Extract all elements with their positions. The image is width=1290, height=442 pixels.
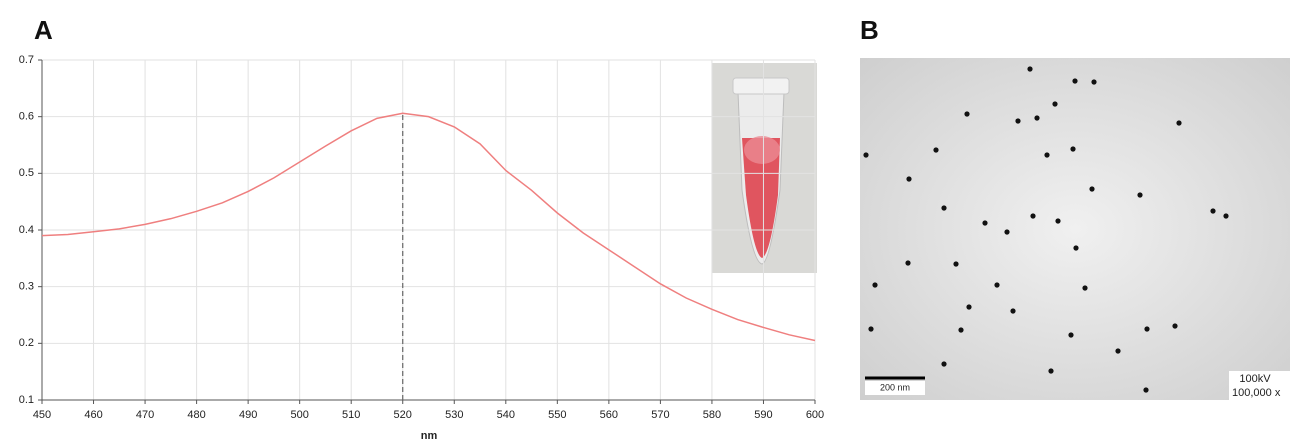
particle <box>1144 326 1150 332</box>
particle <box>1082 285 1088 291</box>
scale-box <box>865 381 925 395</box>
particle <box>933 147 939 153</box>
x-tick-label: 560 <box>600 409 618 421</box>
panel-label: A <box>34 15 53 45</box>
particle <box>905 260 911 266</box>
particle <box>1052 101 1058 107</box>
x-tick-label: 490 <box>239 409 257 421</box>
particle <box>1072 78 1078 84</box>
micrograph: 200 nm 100kV 100,000 x <box>860 58 1290 400</box>
particle <box>1034 115 1040 121</box>
particle <box>1091 79 1097 85</box>
particle <box>1004 229 1010 235</box>
y-tick-label: 0.1 <box>19 394 34 406</box>
particle <box>958 327 964 333</box>
particle <box>1030 213 1036 219</box>
particle <box>1089 186 1095 192</box>
info-text: 100kV <box>1239 373 1271 385</box>
particle <box>1070 146 1076 152</box>
x-tick-label: 580 <box>703 409 721 421</box>
particle <box>906 176 912 182</box>
particle <box>1210 208 1216 214</box>
particle <box>863 152 869 158</box>
x-tick-label: 590 <box>754 409 772 421</box>
particle <box>941 205 947 211</box>
particle <box>1073 245 1079 251</box>
particle <box>1048 368 1054 374</box>
particle <box>1176 120 1182 126</box>
spectrum-line <box>41 112 816 342</box>
y-tick-label: 0.4 <box>19 224 34 236</box>
particle <box>964 111 970 117</box>
particle <box>1115 348 1121 354</box>
x-tick-label: 500 <box>290 409 308 421</box>
x-tick-label: 530 <box>445 409 463 421</box>
x-tick-label: 510 <box>342 409 360 421</box>
particle <box>1055 218 1061 224</box>
x-tick-label: 550 <box>548 409 566 421</box>
particle <box>1068 332 1074 338</box>
particle <box>1143 387 1149 393</box>
y-tick-label: 0.5 <box>19 167 34 179</box>
y-tick-label: 0.3 <box>19 281 34 293</box>
y-tick-label: 0.7 <box>19 54 34 66</box>
particle <box>1010 308 1016 314</box>
particle <box>1044 152 1050 158</box>
particle <box>1015 118 1021 124</box>
scale-label: 200 nm <box>880 382 910 392</box>
x-tick-label: 470 <box>136 409 154 421</box>
particle <box>1027 66 1033 72</box>
info-text: 100,000 x <box>1232 387 1281 399</box>
info-box <box>1229 371 1290 400</box>
particle <box>872 282 878 288</box>
particle <box>1223 213 1229 219</box>
y-tick-label: 0.6 <box>19 111 34 123</box>
x-tick-label: 540 <box>497 409 515 421</box>
particle <box>941 361 947 367</box>
x-tick-label: 600 <box>806 409 824 421</box>
x-tick-label: 450 <box>33 409 51 421</box>
particle <box>982 220 988 226</box>
particle <box>966 304 972 310</box>
panel-label: B <box>860 15 879 45</box>
particle <box>953 261 959 267</box>
x-axis-label: nm <box>421 430 438 442</box>
inset-photo <box>712 63 817 273</box>
particle <box>1137 192 1143 198</box>
particle <box>868 326 874 332</box>
x-tick-label: 520 <box>394 409 412 421</box>
y-tick-label: 0.2 <box>19 337 34 349</box>
particle <box>994 282 1000 288</box>
x-tick-label: 460 <box>84 409 102 421</box>
x-tick-label: 480 <box>187 409 205 421</box>
particle <box>1172 323 1178 329</box>
x-tick-label: 570 <box>651 409 669 421</box>
